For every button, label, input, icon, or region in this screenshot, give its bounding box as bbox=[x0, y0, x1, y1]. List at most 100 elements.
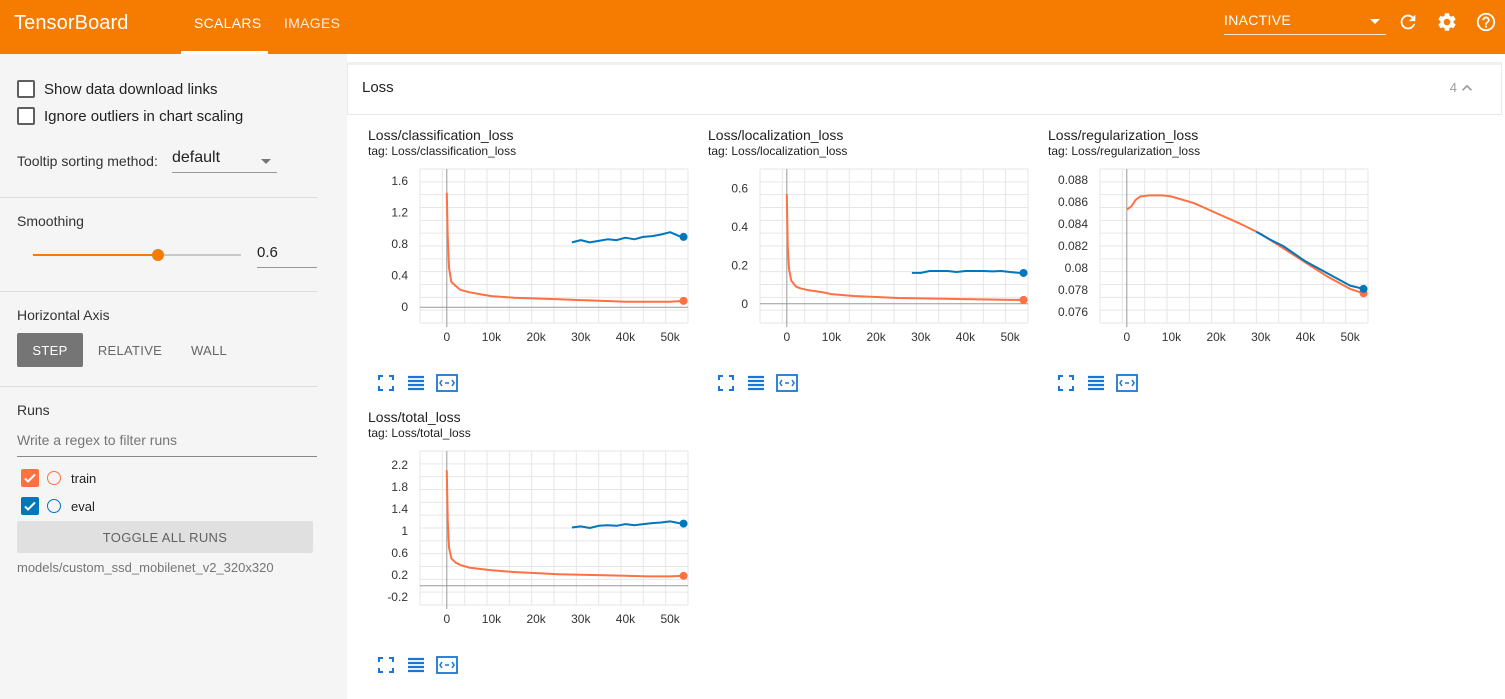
tooltip-sort-value: default bbox=[172, 149, 221, 166]
fit-domain-icon[interactable] bbox=[776, 373, 798, 393]
divider bbox=[0, 386, 317, 387]
show-download-links-checkbox[interactable]: Show data download links bbox=[17, 79, 217, 99]
divider bbox=[0, 197, 317, 198]
y-tick-label: 0.2 bbox=[391, 568, 408, 582]
series-line-eval bbox=[571, 231, 684, 244]
category-count: 4 bbox=[1449, 80, 1457, 95]
y-tick-label: 1.2 bbox=[391, 205, 408, 219]
run-row-eval[interactable]: eval bbox=[21, 497, 95, 515]
chevron-down-icon bbox=[261, 159, 271, 164]
gridlines bbox=[419, 168, 689, 324]
series-line-eval bbox=[1255, 230, 1364, 290]
main-content: Loss 4 Loss/classification_loss tag: Loss… bbox=[347, 54, 1505, 699]
axis-relative-button[interactable]: RELATIVE bbox=[97, 342, 163, 358]
series-endpoint-train bbox=[679, 571, 688, 580]
ignore-outliers-checkbox[interactable]: Ignore outliers in chart scaling bbox=[17, 106, 243, 126]
y-tick-label: 0.8 bbox=[391, 237, 408, 251]
x-tick-label: 0 bbox=[443, 330, 450, 344]
line-chart[interactable]: 0 10k 20k 30k 40k 50k 0.076 0.078 0.08 0.082 0.084… bbox=[1048, 157, 1378, 353]
fit-domain-icon[interactable] bbox=[1116, 373, 1138, 393]
tooltip-sort-select[interactable]: default bbox=[172, 149, 277, 173]
y-tick-label: 0.6 bbox=[731, 181, 748, 195]
top-bar: TensorBoard SCALARS IMAGES INACTIVE bbox=[0, 0, 1505, 54]
data-table-icon[interactable] bbox=[746, 373, 766, 393]
y-tick-label: 2.2 bbox=[391, 458, 408, 472]
checkbox-box[interactable] bbox=[17, 107, 35, 125]
smoothing-input[interactable]: 0.6 bbox=[257, 244, 317, 268]
runs-label: Runs bbox=[17, 402, 50, 418]
checkbox-box[interactable] bbox=[17, 80, 35, 98]
ignore-outliers-label: Ignore outliers in chart scaling bbox=[44, 107, 244, 125]
x-tick-label: 10k bbox=[822, 330, 842, 344]
x-tick-label: 40k bbox=[616, 612, 636, 626]
tab-images[interactable]: IMAGES bbox=[284, 15, 341, 31]
run-checkbox-train[interactable] bbox=[21, 469, 39, 487]
y-tick-label: 0.084 bbox=[1058, 217, 1088, 231]
series-line-train bbox=[445, 470, 684, 578]
settings-icon[interactable] bbox=[1436, 11, 1458, 33]
x-tick-label: 50k bbox=[1000, 330, 1020, 344]
refresh-icon[interactable] bbox=[1397, 11, 1419, 33]
horizontal-axis-label: Horizontal Axis bbox=[17, 307, 110, 323]
data-table-icon[interactable] bbox=[406, 655, 426, 675]
run-checkbox-eval[interactable] bbox=[21, 497, 39, 515]
chart-title: Loss/total_loss bbox=[368, 409, 461, 425]
chart-card: Loss/localization_loss tag: Loss/localiza… bbox=[708, 127, 1044, 407]
x-tick-label: 10k bbox=[482, 330, 502, 344]
chart-tag: tag: Loss/regularization_loss bbox=[1048, 144, 1201, 158]
smoothing-slider-handle[interactable] bbox=[151, 249, 164, 261]
fullscreen-icon[interactable] bbox=[376, 373, 396, 393]
y-tick-label: -0.2 bbox=[387, 590, 408, 604]
series-endpoint-train bbox=[679, 296, 688, 305]
x-tick-label: 50k bbox=[660, 612, 680, 626]
x-tick-label: 0 bbox=[1123, 330, 1130, 344]
toggle-all-runs-button[interactable]: TOGGLE ALL RUNS bbox=[17, 521, 313, 553]
series-line-train bbox=[445, 192, 684, 303]
line-chart[interactable]: 0 10k 20k 30k 40k 50k -0.2 0.2 0.6 1 1.4 1.8 2.2 bbox=[368, 439, 698, 635]
run-color-swatch-eval[interactable] bbox=[47, 499, 61, 513]
gridlines bbox=[419, 450, 689, 606]
check-icon bbox=[24, 501, 36, 511]
axis-step-button[interactable]: STEP bbox=[17, 333, 83, 367]
data-table-icon[interactable] bbox=[1086, 373, 1106, 393]
fit-domain-icon[interactable] bbox=[436, 655, 458, 675]
fullscreen-icon[interactable] bbox=[376, 655, 396, 675]
y-tick-label: 1.8 bbox=[391, 480, 408, 494]
x-tick-label: 10k bbox=[482, 612, 502, 626]
x-tick-label: 20k bbox=[866, 330, 886, 344]
y-tick-label: 1.6 bbox=[391, 174, 408, 188]
logdir-path: models/custom_ssd_mobilenet_v2_320x320 bbox=[17, 560, 274, 575]
chart-title: Loss/classification_loss bbox=[368, 127, 514, 143]
y-tick-label: 0.088 bbox=[1058, 173, 1088, 187]
chevron-up-icon[interactable] bbox=[1457, 78, 1477, 98]
x-tick-label: 20k bbox=[526, 612, 546, 626]
x-tick-label: 30k bbox=[911, 330, 931, 344]
show-download-links-label: Show data download links bbox=[44, 80, 218, 98]
chart-card: Loss/regularization_loss tag: Loss/regula… bbox=[1048, 127, 1384, 407]
line-chart[interactable]: 0 10k 20k 30k 40k 50k 0 0.2 0.4 0.6 bbox=[708, 157, 1038, 353]
x-tick-label: 40k bbox=[1296, 330, 1316, 344]
axis-wall-button[interactable]: WALL bbox=[190, 342, 228, 358]
series-line-eval bbox=[571, 520, 684, 529]
inactive-plugins-select[interactable]: INACTIVE bbox=[1224, 12, 1386, 35]
run-row-train[interactable]: train bbox=[21, 469, 96, 487]
smoothing-label: Smoothing bbox=[17, 213, 84, 229]
x-tick-label: 30k bbox=[1251, 330, 1271, 344]
fit-domain-icon[interactable] bbox=[436, 373, 458, 393]
x-tick-label: 20k bbox=[526, 330, 546, 344]
chart-tag: tag: Loss/localization_loss bbox=[708, 144, 848, 158]
x-tick-label: 50k bbox=[660, 330, 680, 344]
fullscreen-icon[interactable] bbox=[1056, 373, 1076, 393]
data-table-icon[interactable] bbox=[406, 373, 426, 393]
y-tick-label: 0.4 bbox=[391, 269, 408, 283]
run-color-swatch-train[interactable] bbox=[47, 471, 61, 485]
fullscreen-icon[interactable] bbox=[716, 373, 736, 393]
smoothing-slider-fill bbox=[33, 254, 158, 256]
help-icon[interactable] bbox=[1475, 11, 1497, 33]
run-filter-input[interactable]: Write a regex to filter runs bbox=[17, 432, 317, 457]
category-pane-header[interactable]: Loss 4 bbox=[347, 62, 1502, 115]
line-chart[interactable]: 0 10k 20k 30k 40k 50k 0 0.4 0.8 1.2 1.6 bbox=[368, 157, 698, 353]
tab-scalars[interactable]: SCALARS bbox=[194, 15, 262, 31]
series-line-train bbox=[785, 193, 1024, 301]
gridlines bbox=[759, 168, 1029, 324]
